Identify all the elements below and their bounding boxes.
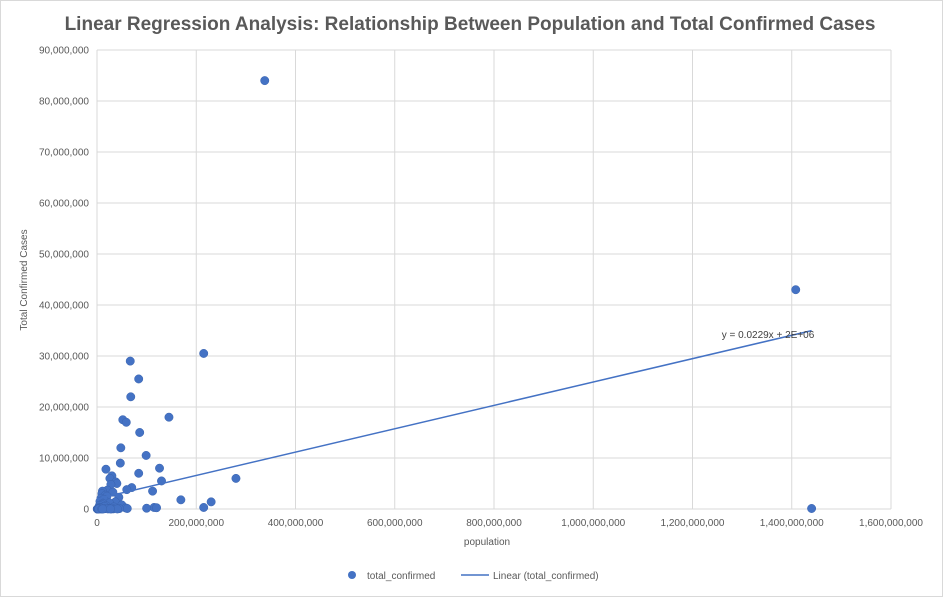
data-point <box>155 463 164 473</box>
x-axis-title: population <box>464 537 510 548</box>
x-tick-label: 600,000,000 <box>367 518 423 529</box>
y-tick-label: 70,000,000 <box>39 148 89 159</box>
x-tick-label: 200,000,000 <box>168 518 224 529</box>
data-point <box>176 495 186 505</box>
data-point <box>199 349 209 358</box>
data-point <box>135 428 145 437</box>
legend: total_confirmed Linear (total_confirmed) <box>348 571 599 582</box>
data-point <box>164 412 174 422</box>
data-point <box>148 486 158 496</box>
scatter-points <box>92 76 817 514</box>
x-tick-label: 800,000,000 <box>466 518 522 529</box>
gridlines <box>96 49 892 510</box>
trendline-equation: y = 0.0229x + 2E+06 <box>722 330 815 341</box>
data-point <box>122 504 132 513</box>
data-point <box>105 504 115 514</box>
data-point <box>199 503 209 512</box>
data-point <box>115 458 125 468</box>
data-point <box>152 503 162 513</box>
y-tick-label: 40,000,000 <box>39 301 89 312</box>
y-axis-title: Total Confirmed Cases <box>19 229 30 330</box>
data-point <box>231 473 241 483</box>
y-tick-label: 90,000,000 <box>39 46 89 57</box>
y-tick-label: 20,000,000 <box>39 403 89 414</box>
x-tick-label: 400,000,000 <box>268 518 324 529</box>
trendline <box>96 329 812 500</box>
y-axis-ticks: 0 10,000,000 20,000,000 30,000,000 40,000,00… <box>39 46 90 516</box>
data-point <box>98 504 108 514</box>
y-tick-label: 50,000,000 <box>39 250 89 261</box>
y-tick-label: 80,000,000 <box>39 97 89 108</box>
legend-label-line: Linear (total_confirmed) <box>493 571 599 582</box>
data-point <box>141 451 151 460</box>
trendline-group <box>96 329 812 500</box>
y-tick-label: 0 <box>83 505 89 516</box>
data-point <box>260 76 270 86</box>
data-point <box>116 443 126 453</box>
data-point <box>121 417 131 427</box>
data-point <box>101 464 111 474</box>
x-tick-label: 1,000,000,000 <box>561 518 625 529</box>
y-tick-label: 10,000,000 <box>39 454 89 465</box>
y-tick-label: 60,000,000 <box>39 199 89 210</box>
data-point <box>134 468 144 478</box>
data-point <box>791 285 801 295</box>
x-tick-label: 1,200,000,000 <box>661 518 725 529</box>
x-tick-label: 0 <box>94 518 100 529</box>
chart-title: Linear Regression Analysis: Relationship… <box>65 14 876 35</box>
data-point <box>807 504 817 513</box>
legend-label-scatter: total_confirmed <box>367 571 435 582</box>
data-point <box>206 497 216 507</box>
data-point <box>125 356 135 366</box>
legend-marker-scatter <box>348 571 356 579</box>
x-tick-label: 1,400,000,000 <box>760 518 824 529</box>
data-point <box>134 374 144 384</box>
x-axis-ticks: 0 200,000,000 400,000,000 600,000,000 800,00… <box>94 518 923 529</box>
x-tick-label: 1,600,000,000 <box>859 518 923 529</box>
y-tick-label: 30,000,000 <box>39 352 89 363</box>
data-point <box>142 503 152 513</box>
data-point <box>126 392 136 402</box>
